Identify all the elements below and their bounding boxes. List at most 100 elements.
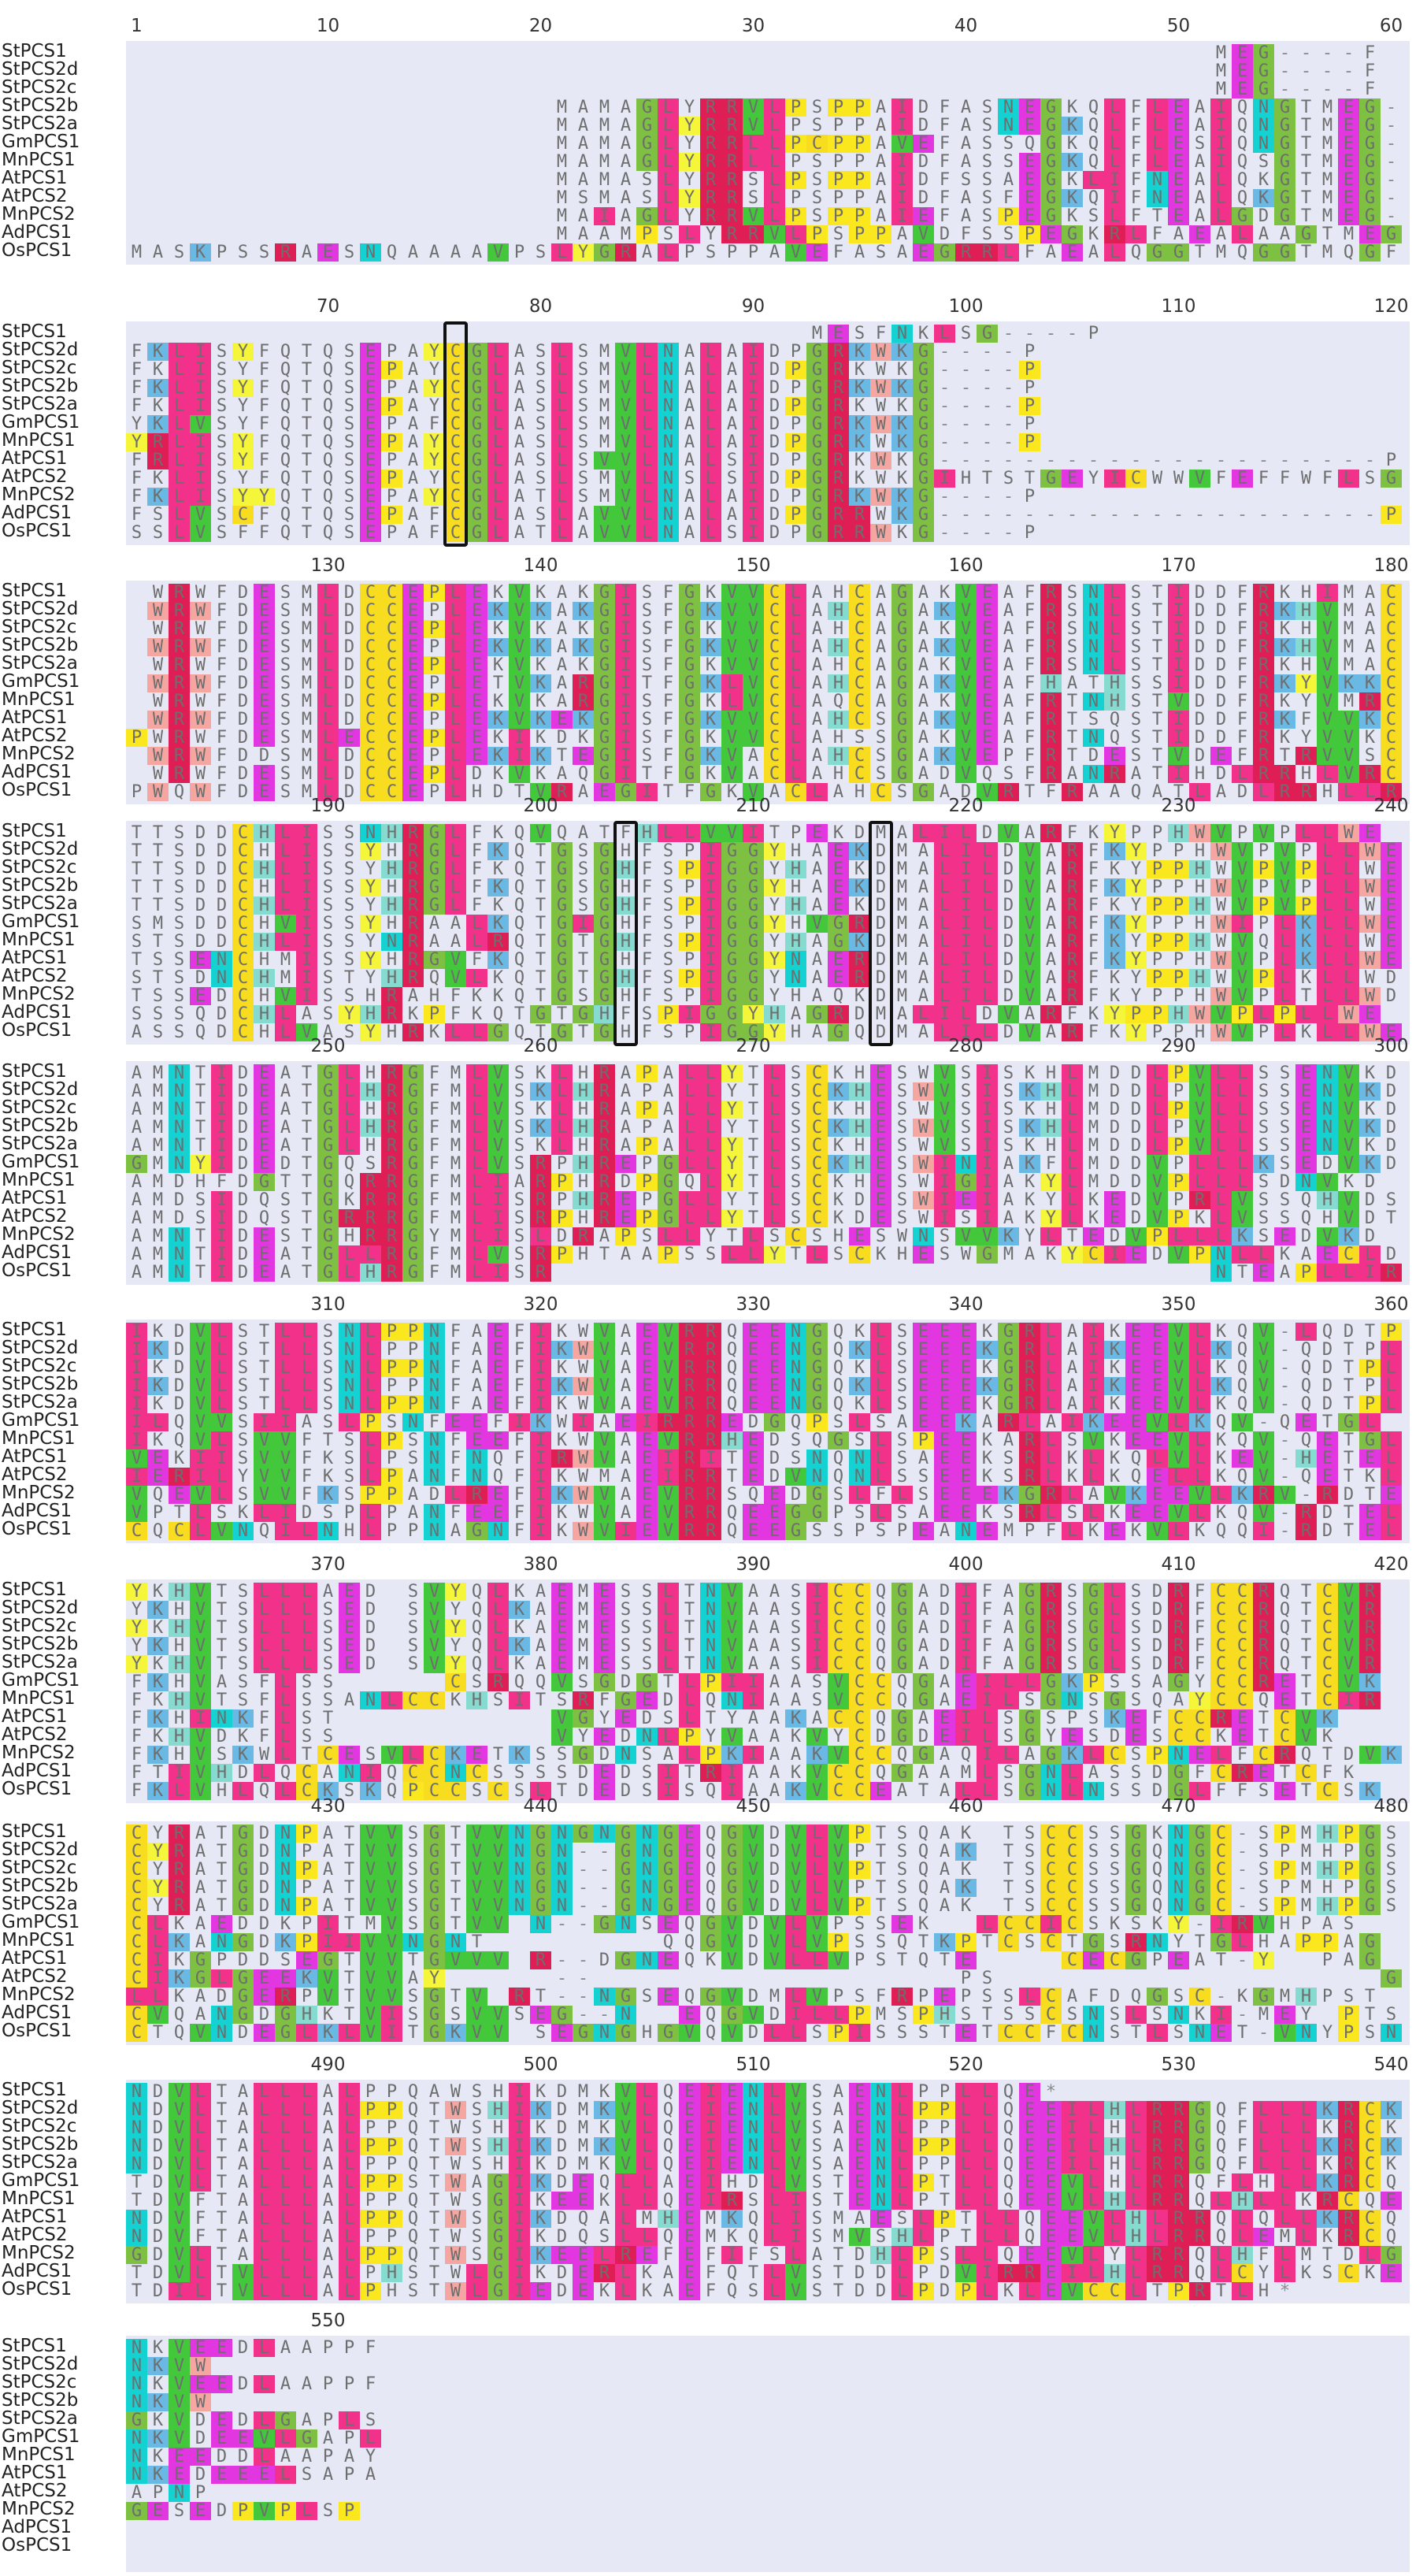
residue: A	[769, 782, 780, 802]
residue: V	[955, 692, 977, 711]
residue: D	[1151, 1636, 1163, 1656]
residue: T	[535, 1023, 547, 1042]
residue: F	[1024, 764, 1036, 784]
residue: N	[487, 1522, 509, 1540]
residue: Y	[131, 414, 143, 434]
residue: T	[1066, 1227, 1078, 1246]
residue: D	[237, 692, 249, 711]
residue	[275, 80, 296, 98]
residue: V	[126, 1486, 147, 1504]
residue	[424, 1709, 445, 1728]
residue: Q	[896, 1672, 908, 1692]
residue: G	[466, 506, 487, 524]
residue: Q	[1236, 1358, 1248, 1378]
ruler-label: 410	[1161, 1554, 1196, 1575]
residue	[1189, 397, 1210, 415]
residue: N	[424, 1359, 445, 1377]
residue: P	[1024, 378, 1036, 398]
residue: Y	[445, 1583, 466, 1601]
residue: K	[934, 602, 955, 620]
residue: S	[237, 1376, 249, 1396]
residue: I	[190, 470, 211, 488]
residue: K	[152, 469, 164, 488]
residue: A	[875, 619, 887, 639]
residue: S	[1130, 1636, 1142, 1656]
residue: T	[1300, 1582, 1312, 1602]
residue: F	[450, 1467, 461, 1487]
residue: E	[466, 1431, 487, 1449]
residue	[1338, 488, 1359, 506]
residue	[1147, 488, 1168, 506]
residue: M	[599, 342, 610, 362]
ruler-label: 350	[1161, 1294, 1196, 1315]
residue	[509, 325, 530, 343]
residue	[360, 225, 381, 243]
residue: S	[343, 896, 355, 915]
residue	[254, 135, 275, 153]
residue: G	[402, 1101, 424, 1119]
residue: L	[1168, 1522, 1189, 1540]
sequence-name: OsPCS1	[2, 1260, 72, 1281]
residue	[466, 98, 487, 117]
residue: W	[1173, 469, 1184, 488]
residue: Q	[726, 1394, 738, 1414]
residue: F	[1236, 655, 1248, 675]
residue: L	[445, 638, 466, 656]
residue: T	[301, 1227, 313, 1246]
residue: S	[1258, 1100, 1269, 1119]
residue	[317, 135, 339, 153]
residue: M	[450, 1227, 461, 1246]
residue: V	[445, 951, 466, 969]
residue: A	[684, 505, 695, 525]
residue: C	[381, 674, 402, 692]
residue: E	[764, 1504, 785, 1522]
residue	[1083, 1264, 1104, 1282]
residue: S	[577, 469, 589, 488]
residue: W	[1338, 824, 1359, 842]
residue: H	[1295, 638, 1317, 656]
residue: T	[1088, 674, 1099, 693]
residue: M	[599, 469, 610, 488]
residue: P	[1381, 1323, 1402, 1341]
residue: S	[790, 1449, 802, 1468]
residue: N	[1317, 1119, 1338, 1137]
residue: C	[360, 783, 381, 801]
residue: I	[955, 1023, 977, 1041]
residue: -	[1066, 324, 1078, 343]
residue: Q	[471, 1654, 483, 1674]
residue: Y	[684, 134, 695, 154]
residue: L	[870, 1359, 891, 1377]
residue: H	[790, 841, 802, 861]
residue: T	[599, 1245, 610, 1264]
residue: C	[232, 860, 254, 878]
residue: D	[237, 583, 249, 603]
residue: L	[466, 1264, 487, 1282]
residue: I	[977, 1082, 998, 1101]
residue	[934, 44, 955, 62]
residue: P	[785, 397, 806, 415]
residue: L	[487, 361, 509, 379]
residue: C	[232, 1005, 254, 1023]
residue: H	[1295, 602, 1317, 620]
residue: S	[577, 487, 589, 507]
ruler-label: 10	[316, 16, 340, 36]
residue: G	[317, 1137, 339, 1155]
residue: Q	[343, 1154, 355, 1174]
residue: -	[1364, 451, 1376, 470]
residue: S	[641, 1227, 653, 1246]
residue: A	[917, 1503, 929, 1523]
residue: L	[636, 343, 658, 361]
residue: H	[381, 824, 402, 842]
residue: D	[173, 1208, 185, 1228]
residue: A	[875, 98, 887, 117]
residue: V	[658, 1359, 679, 1377]
residue	[785, 1264, 806, 1282]
residue: K	[934, 638, 955, 656]
residue	[1040, 488, 1062, 506]
residue: M	[896, 986, 908, 1006]
residue: P	[381, 470, 402, 488]
residue: L	[1147, 117, 1168, 135]
residue: G	[891, 692, 913, 711]
